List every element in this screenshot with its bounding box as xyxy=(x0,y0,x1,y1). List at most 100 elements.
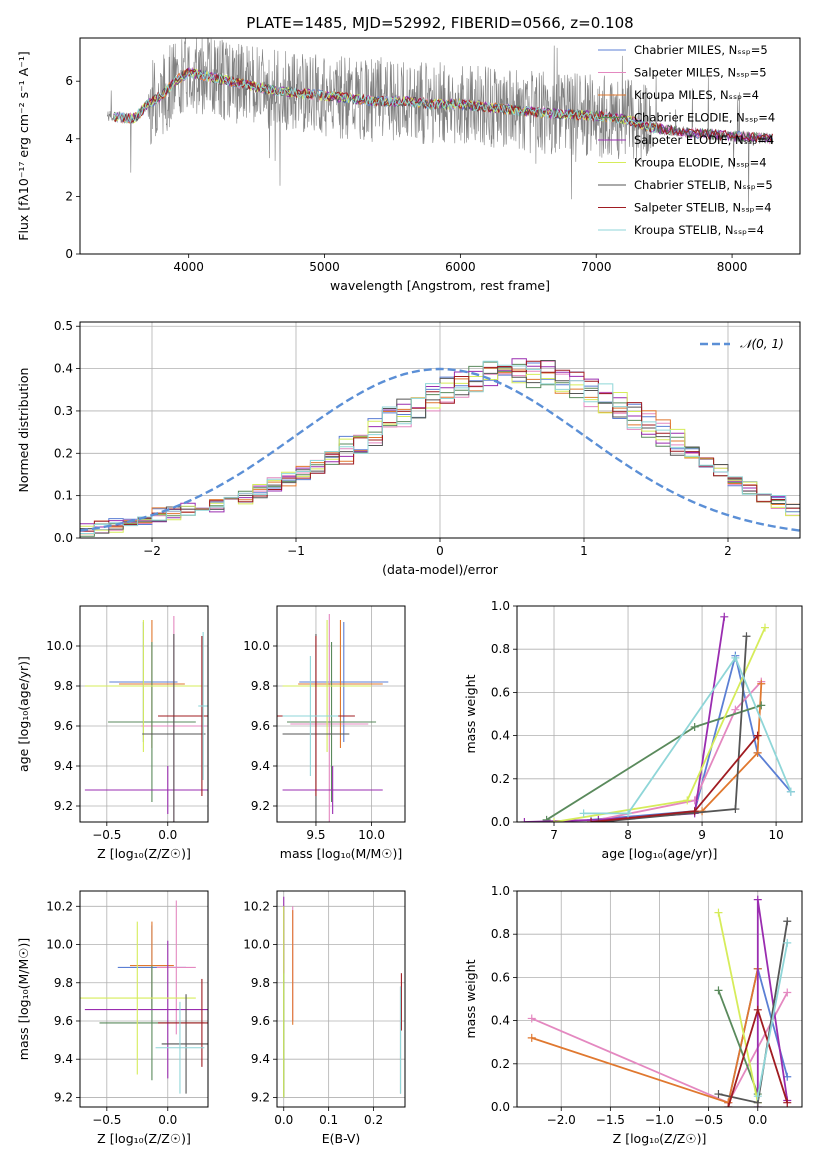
weight-marker-kroupa_stelib xyxy=(624,809,633,818)
x-axis-label: Z [log₁₀(Z/Z☉)] xyxy=(97,846,191,861)
legend-entry: Kroupa STELIB, Nₛₛₚ=4 xyxy=(634,223,764,237)
weight-marker-kroupa_elodie xyxy=(683,796,692,805)
legend-entry: Kroupa MILES, Nₛₛₚ=4 xyxy=(634,88,759,102)
x-tick-label: 5000 xyxy=(309,260,340,274)
x-axis-label: Z [log₁₀(Z/Z☉)] xyxy=(613,1131,707,1146)
weight-marker-salpeter_miles xyxy=(731,705,740,714)
weight-line-kroupa_stelib xyxy=(756,942,789,1097)
y-tick-label: 1.0 xyxy=(491,599,510,613)
x-tick-label: −2.0 xyxy=(547,1113,576,1127)
y-tick-label: 2 xyxy=(65,189,73,203)
panel-residuals: −2 −1 0 1 2 0.0 0.1 0.2 0.3 0.4 0.5 (data-model)/er… xyxy=(16,319,801,577)
x-tick-label: 0.0 xyxy=(748,1113,767,1127)
y-tick-label: 10.0 xyxy=(243,639,270,653)
y-tick-label: 9.4 xyxy=(251,759,270,773)
y-tick-label: 9.8 xyxy=(251,976,270,990)
legend-entry: Salpeter STELIB, Nₛₛₚ=4 xyxy=(634,201,772,215)
legend-entry: Chabrier ELODIE, Nₛₛₚ=4 xyxy=(634,111,775,125)
weight-line-chabrier_elodie xyxy=(717,990,759,1095)
y-tick-label: 9.4 xyxy=(54,1052,73,1066)
y-tick-label: 9.4 xyxy=(251,1052,270,1066)
y-tick-label: 0 xyxy=(65,247,73,261)
weight-marker-chabrier_elodie xyxy=(714,986,723,995)
plot-area xyxy=(80,358,800,537)
x-axis-label: E(B-V) xyxy=(322,1131,361,1146)
panel-age_vs_Z: −0.5 0.0 9.2 9.4 9.6 9.8 10.0 Z [log₁₀(Z/Z☉)] ag… xyxy=(16,605,209,861)
x-axis-label: wavelength [Angstrom, rest frame] xyxy=(330,278,550,293)
weight-marker-kroupa_miles xyxy=(527,1033,536,1042)
plot-area xyxy=(520,612,795,822)
y-tick-label: 0.8 xyxy=(491,927,510,941)
weight-line-kroupa_miles xyxy=(531,968,759,1104)
y-axis-label: mass [log₁₀(M/M☉)] xyxy=(16,938,31,1060)
weight-marker-salpeter_stelib xyxy=(783,1098,792,1107)
y-tick-label: 0.4 xyxy=(491,1014,510,1028)
weight-marker-kroupa_stelib xyxy=(731,653,740,662)
y-axis-label: Normed distribution xyxy=(16,368,31,493)
plot-area xyxy=(84,616,208,822)
panel-weight_vs_age: 7 8 9 10 0.0 0.2 0.4 0.6 0.8 1.0 age [log₁₀(age/yr… xyxy=(463,599,803,861)
x-tick-label: −1.0 xyxy=(645,1113,674,1127)
x-tick-label: 6000 xyxy=(445,260,476,274)
y-tick-label: 9.8 xyxy=(251,679,270,693)
weight-marker-salpeter_stelib xyxy=(690,807,699,816)
panel-mass_vs_Z: −0.5 0.0 9.2 9.4 9.6 9.8 10.0 10.2 Z [log₁₀(Z/Z☉… xyxy=(16,890,209,1146)
y-tick-label: 10.2 xyxy=(243,899,270,913)
y-tick-label: 0.6 xyxy=(491,970,510,984)
y-tick-label: 10.0 xyxy=(46,639,73,653)
y-tick-label: 9.4 xyxy=(54,759,73,773)
weight-marker-salpeter_stelib xyxy=(724,1103,733,1107)
weight-marker-chabrier_stelib xyxy=(594,818,603,822)
x-axis-label: age [log₁₀(age/yr)] xyxy=(602,846,718,861)
weight-marker-kroupa_elodie xyxy=(760,623,769,632)
legend-entry: Chabrier MILES, Nₛₛₚ=5 xyxy=(634,43,768,57)
axes-frame xyxy=(79,890,209,1108)
y-tick-label: 9.8 xyxy=(54,976,73,990)
y-axis-label: age [log₁₀(age/yr)] xyxy=(16,656,31,772)
y-tick-label: 0.4 xyxy=(54,362,73,376)
x-tick-label: 0.2 xyxy=(364,1113,383,1127)
panel-weight_vs_Z: −2.0 −1.5 −1.0 −0.5 0.0 0.0 0.2 0.4 0.6 0.8 1.0 Z [… xyxy=(463,884,803,1146)
x-tick-label: 10.0 xyxy=(358,828,385,842)
y-tick-label: 1.0 xyxy=(491,884,510,898)
weight-marker-salpeter_miles xyxy=(783,988,792,997)
x-tick-label: 9.5 xyxy=(306,828,325,842)
y-tick-label: 4 xyxy=(65,132,73,146)
weight-marker-kroupa_elodie xyxy=(714,908,723,917)
panel-mass_vs_ebv: 0.0 0.1 0.2 9.2 9.4 9.6 9.8 10.0 10.2 E(B-V) xyxy=(243,890,406,1146)
panel-age_vs_mass: 9.5 10.0 9.2 9.4 9.6 9.8 10.0 mass [log₁₀(M/M☉)… xyxy=(243,605,406,861)
y-axis-label: mass weight xyxy=(463,959,478,1038)
weight-marker-chabrier_elodie xyxy=(757,701,766,710)
x-tick-label: 9 xyxy=(698,828,706,842)
weight-marker-chabrier_stelib xyxy=(714,1090,723,1099)
weight-marker-salpeter_stelib xyxy=(753,731,762,740)
x-tick-label: 7000 xyxy=(581,260,612,274)
panel-spectrum: 4000 5000 6000 7000 8000 0 2 4 6 wavelength [Angs… xyxy=(16,37,801,293)
legend-entry: Salpeter ELODIE, Nₛₛₚ=4 xyxy=(634,133,774,147)
histogram-kroupa_stelib xyxy=(80,360,800,534)
plot-area xyxy=(277,614,389,822)
y-axis-label: Flux [fλ10⁻¹⁷ erg cm⁻² s⁻¹ A⁻¹] xyxy=(16,51,31,240)
weight-marker-salpeter_elodie xyxy=(753,895,762,904)
weight-marker-salpeter_stelib xyxy=(753,1005,762,1014)
x-tick-label: −1 xyxy=(287,544,305,558)
legend-entry: 𝒩(0, 1) xyxy=(740,337,784,351)
axes-frame xyxy=(79,321,801,539)
axes-frame xyxy=(276,605,406,823)
weight-line-kroupa_stelib xyxy=(583,655,792,815)
axes-frame xyxy=(516,605,803,823)
weight-marker-salpeter_miles xyxy=(527,1014,536,1023)
y-tick-label: 0.6 xyxy=(491,685,510,699)
y-tick-label: 9.2 xyxy=(54,1090,73,1104)
y-tick-label: 9.6 xyxy=(251,719,270,733)
y-axis-label: mass weight xyxy=(463,674,478,753)
axes-frame xyxy=(276,890,406,1108)
x-tick-label: 0.0 xyxy=(158,1113,177,1127)
axes-frame xyxy=(79,37,801,255)
plot-area xyxy=(283,896,402,1098)
y-tick-label: 10.0 xyxy=(243,938,270,952)
y-tick-label: 0.3 xyxy=(54,404,73,418)
axes-frame xyxy=(79,605,209,823)
legend: Chabrier MILES, Nₛₛₚ=5 Salpeter MILES, Nₛ… xyxy=(598,43,775,237)
plot-area xyxy=(106,38,774,213)
